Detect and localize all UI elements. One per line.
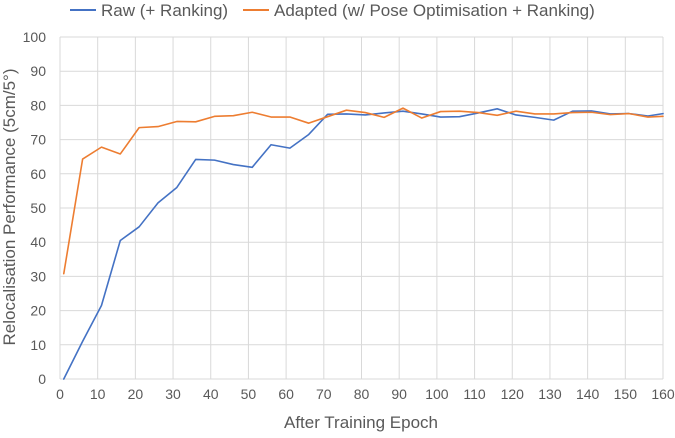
x-tick-label: 60 [278,386,294,402]
x-tick-label: 70 [316,386,332,402]
legend-label: Adapted (w/ Pose Optimisation + Ranking) [274,1,595,20]
x-tick-label: 20 [128,386,144,402]
legend: Raw (+ Ranking) Adapted (w/ Pose Optimisa… [70,1,595,20]
x-tick-label: 140 [576,386,600,402]
y-tick-label: 20 [30,303,46,319]
y-tick-label: 80 [30,97,46,113]
x-tick-label: 0 [56,386,64,402]
x-axis-title: After Training Epoch [284,413,438,432]
y-tick-label: 50 [30,200,46,216]
y-tick-label: 90 [30,63,46,79]
y-axis-title: Relocalisation Performance (5cm/5°) [0,68,19,345]
series-line-2 [62,107,664,275]
series-lines [62,107,664,380]
x-tick-label: 90 [391,386,407,402]
series-line-1 [62,108,664,380]
axes: 0 10 20 30 40 50 60 70 80 90 100 0 10 20 30 40 50 60 70 80 9… [23,29,675,402]
x-tick-label: 10 [90,386,106,402]
x-tick-label: 100 [425,386,449,402]
legend-label: Raw (+ Ranking) [101,1,228,20]
x-tick-label: 40 [203,386,219,402]
x-tick-label: 110 [463,386,486,402]
gridlines [59,36,664,380]
x-tick-label: 50 [241,386,257,402]
y-tick-label: 70 [30,132,46,148]
x-tick-label: 160 [651,386,675,402]
x-tick-label: 30 [165,386,181,402]
y-tick-label: 10 [30,337,46,353]
x-tick-label: 120 [501,386,525,402]
y-tick-label: 30 [30,268,46,284]
x-tick-label: 80 [354,386,370,402]
y-tick-label: 60 [30,166,46,182]
y-tick-label: 100 [23,29,47,45]
y-tick-label: 40 [30,234,46,250]
y-tick-label: 0 [38,371,46,387]
x-tick-label: 130 [538,386,562,402]
x-tick-label: 150 [614,386,638,402]
